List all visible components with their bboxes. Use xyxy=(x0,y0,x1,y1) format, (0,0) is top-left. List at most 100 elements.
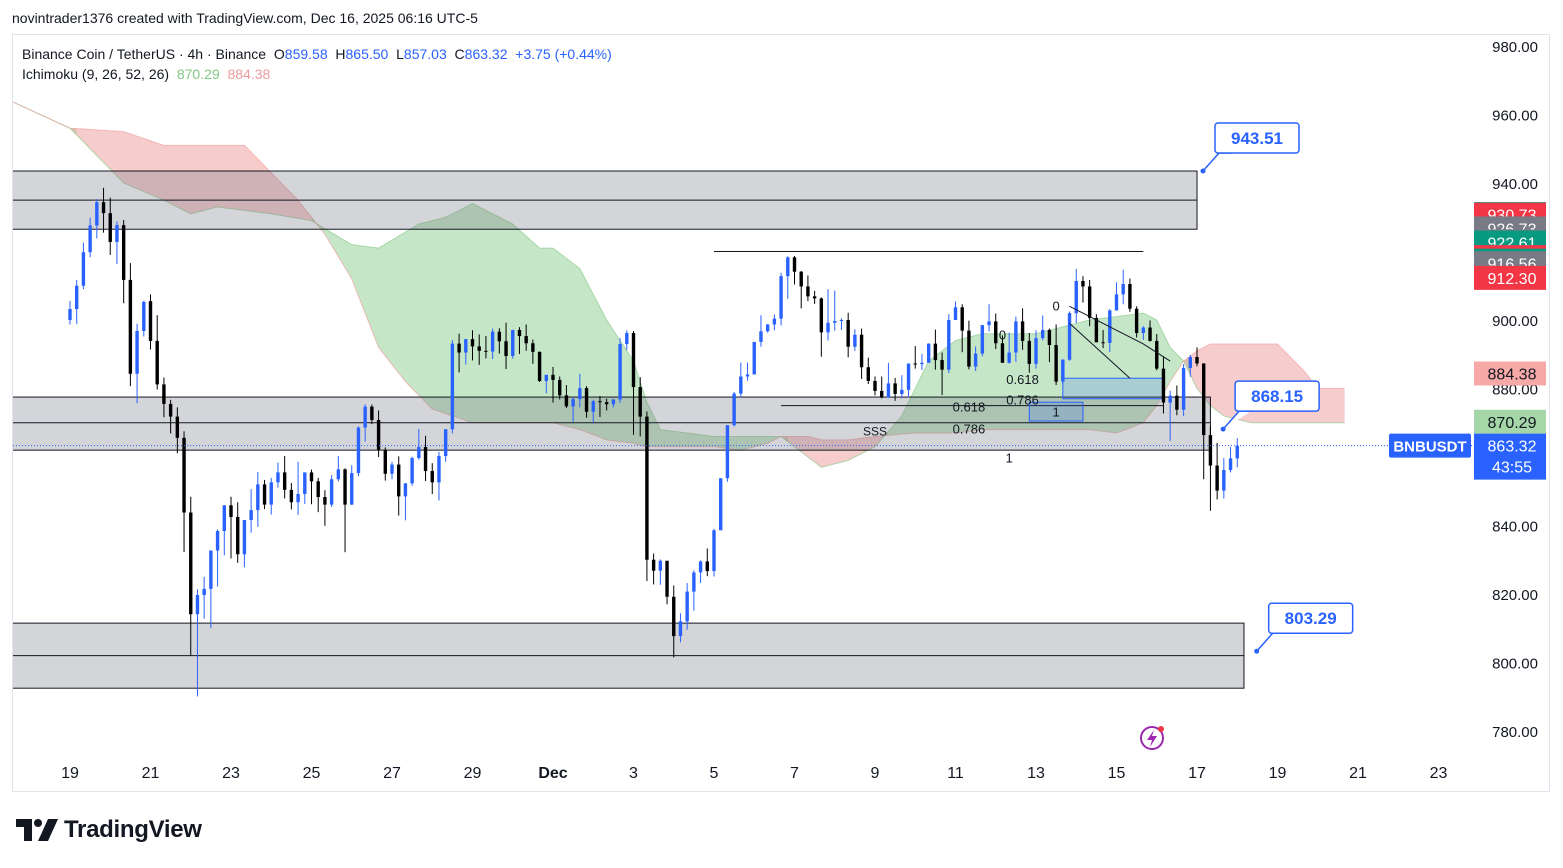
candle-body xyxy=(209,550,213,589)
candle-body xyxy=(839,320,844,322)
candle-down xyxy=(1175,385,1179,416)
candle-up xyxy=(980,324,985,357)
candle-down xyxy=(121,219,126,304)
candle-down xyxy=(524,324,528,351)
candle-body xyxy=(1020,321,1025,341)
candle-body xyxy=(1228,458,1233,471)
lightning-icon-dot xyxy=(1158,726,1164,732)
candle-body xyxy=(504,341,508,356)
candle-body xyxy=(1114,294,1119,311)
legend-span-b: 884.38 xyxy=(227,66,271,82)
candle-up xyxy=(296,461,300,515)
candle-body xyxy=(68,309,72,320)
fib-label: 0 xyxy=(999,327,1006,342)
candle-body xyxy=(537,351,542,381)
candle-up xyxy=(1114,282,1119,311)
candle-body xyxy=(1061,359,1065,382)
candle-body xyxy=(236,516,240,555)
candle-down xyxy=(1094,314,1099,343)
candle-up xyxy=(692,570,696,611)
candle-body xyxy=(155,340,159,385)
candle-up xyxy=(625,330,629,350)
header-credit: novintrader1376 created with TradingView… xyxy=(12,10,478,26)
candle-down xyxy=(806,275,810,302)
legend-indicator[interactable]: Ichimoku (9, 26, 52, 26) xyxy=(22,66,170,82)
candle-body xyxy=(316,481,320,498)
candle-up xyxy=(953,301,958,320)
candle-up xyxy=(1168,390,1172,441)
price-callout: 868.15 xyxy=(1220,380,1320,432)
candle-up xyxy=(772,314,777,331)
candle-body xyxy=(276,472,280,483)
candle-body xyxy=(390,464,394,474)
candle-down xyxy=(812,290,817,304)
candle-down xyxy=(128,263,133,387)
candle-down xyxy=(504,322,508,369)
candle-body xyxy=(1188,356,1192,368)
candle-up xyxy=(1061,359,1065,385)
candle-body xyxy=(350,473,354,505)
candle-up xyxy=(853,329,857,351)
candle-down xyxy=(236,502,240,563)
candle-up xyxy=(215,529,220,587)
candle-up xyxy=(765,324,770,333)
candle-up xyxy=(719,478,723,531)
candle-down xyxy=(262,479,267,510)
plot-area: 0 0 0.618 0.786 0.618 0.786 1 1 SSS xyxy=(13,101,1474,697)
candle-down xyxy=(1148,320,1152,342)
candle-body xyxy=(269,482,273,505)
callout-pointer xyxy=(1256,632,1285,652)
chart-legend: Binance Coin / TetherUS · 4h · Binance O… xyxy=(22,44,612,84)
candle-down xyxy=(470,330,475,361)
candle-down xyxy=(101,187,106,233)
candle-down xyxy=(651,553,656,585)
legend-high-label: H xyxy=(335,46,346,62)
zone-0 xyxy=(13,170,1198,230)
candle-body xyxy=(1222,470,1226,491)
candle-body xyxy=(108,213,112,242)
candle-body xyxy=(1027,340,1031,364)
candle-body xyxy=(1141,327,1146,334)
candle-up xyxy=(1007,332,1011,364)
candle-down xyxy=(1128,278,1132,312)
candle-down xyxy=(397,456,401,516)
legend-symbol[interactable]: Binance Coin / TetherUS · 4h · Binance xyxy=(22,46,267,62)
fib-label: 0.786 xyxy=(953,422,986,437)
x-tick-label: 5 xyxy=(710,765,719,782)
current-price-label: 863.32 xyxy=(1488,439,1537,456)
candle-body xyxy=(430,471,434,483)
candle-body xyxy=(115,225,119,242)
candle-body xyxy=(725,425,730,479)
x-tick-label: Dec xyxy=(538,765,567,782)
candle-down xyxy=(289,483,294,510)
candle-down xyxy=(1000,335,1005,363)
candle-body xyxy=(759,331,763,342)
candle-body xyxy=(826,322,830,333)
candle-up xyxy=(1228,447,1233,473)
candle-body xyxy=(142,301,146,331)
tradingview-brand[interactable]: TradingView xyxy=(16,816,202,844)
candle-down xyxy=(168,399,173,434)
candle-body xyxy=(202,588,206,596)
y-tick-label: 980.00 xyxy=(1492,39,1538,56)
lightning-icon[interactable] xyxy=(1140,726,1164,750)
candle-up xyxy=(68,300,72,325)
x-tick-label: 27 xyxy=(383,765,401,782)
candle-up xyxy=(826,289,830,341)
legend-high: 865.50 xyxy=(345,46,389,62)
candle-up xyxy=(698,560,703,584)
candle-body xyxy=(289,489,294,503)
candle-down xyxy=(343,468,347,553)
candle-up xyxy=(135,323,139,404)
candle-body xyxy=(1067,313,1072,360)
candle-down xyxy=(1134,306,1139,338)
candle-body xyxy=(792,257,797,272)
candle-down xyxy=(1208,426,1213,511)
candle-up xyxy=(611,399,616,408)
candle-body xyxy=(1014,321,1018,353)
candle-body xyxy=(1081,280,1085,287)
candle-body xyxy=(128,279,133,374)
candle-down xyxy=(584,386,589,418)
fib-label: 0.786 xyxy=(1006,392,1039,407)
